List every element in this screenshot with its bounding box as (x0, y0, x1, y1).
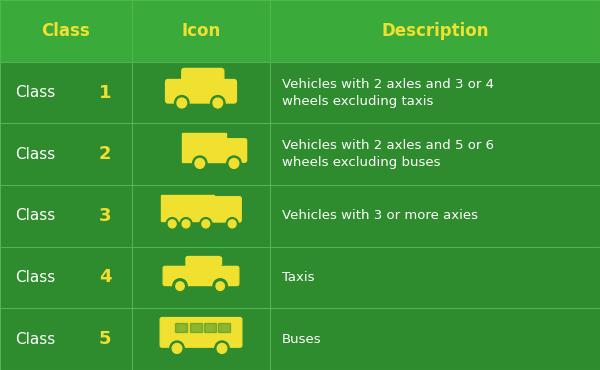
FancyBboxPatch shape (222, 139, 247, 162)
FancyBboxPatch shape (212, 197, 241, 222)
Circle shape (195, 158, 205, 168)
FancyBboxPatch shape (175, 323, 187, 332)
Circle shape (215, 341, 229, 356)
Text: 4: 4 (99, 269, 112, 286)
Text: Vehicles with 2 axles and 3 or 4
wheels excluding taxis: Vehicles with 2 axles and 3 or 4 wheels … (282, 77, 494, 108)
FancyBboxPatch shape (204, 323, 216, 332)
Text: Class: Class (15, 208, 55, 223)
Text: Class: Class (15, 332, 55, 347)
Circle shape (202, 220, 210, 228)
Text: Vehicles with 2 axles and 5 or 6
wheels excluding buses: Vehicles with 2 axles and 5 or 6 wheels … (282, 139, 494, 169)
Circle shape (213, 279, 227, 293)
Circle shape (168, 220, 176, 228)
Circle shape (166, 218, 178, 230)
Circle shape (175, 95, 189, 110)
Circle shape (217, 343, 227, 353)
FancyBboxPatch shape (0, 247, 600, 308)
Circle shape (226, 218, 238, 230)
Text: 5: 5 (99, 330, 112, 348)
FancyBboxPatch shape (0, 123, 600, 185)
FancyBboxPatch shape (0, 62, 600, 123)
FancyBboxPatch shape (163, 266, 239, 286)
Text: Buses: Buses (282, 333, 322, 346)
FancyBboxPatch shape (190, 323, 202, 332)
Text: Class: Class (15, 85, 55, 100)
Text: Class: Class (41, 22, 91, 40)
Circle shape (229, 158, 239, 168)
Circle shape (227, 156, 241, 171)
Circle shape (176, 282, 184, 290)
Text: Class: Class (15, 147, 55, 162)
Circle shape (200, 218, 212, 230)
FancyBboxPatch shape (209, 256, 221, 264)
FancyBboxPatch shape (161, 195, 214, 221)
Circle shape (213, 98, 223, 108)
Circle shape (177, 98, 187, 108)
FancyBboxPatch shape (166, 80, 236, 103)
FancyBboxPatch shape (0, 308, 600, 370)
Circle shape (211, 95, 225, 110)
Circle shape (216, 282, 224, 290)
Circle shape (182, 220, 190, 228)
Circle shape (170, 341, 184, 356)
FancyBboxPatch shape (186, 256, 221, 271)
Text: 2: 2 (99, 145, 112, 163)
FancyBboxPatch shape (160, 317, 242, 347)
Text: Class: Class (15, 270, 55, 285)
Circle shape (229, 220, 236, 228)
Circle shape (180, 218, 192, 230)
Circle shape (193, 156, 207, 171)
FancyBboxPatch shape (0, 185, 600, 247)
Text: Vehicles with 3 or more axies: Vehicles with 3 or more axies (282, 209, 478, 222)
Text: Icon: Icon (181, 22, 221, 40)
Text: Description: Description (381, 22, 489, 40)
FancyBboxPatch shape (182, 68, 224, 87)
Circle shape (173, 279, 187, 293)
Text: 3: 3 (99, 207, 112, 225)
FancyBboxPatch shape (218, 323, 230, 332)
Text: Taxis: Taxis (282, 271, 314, 284)
FancyBboxPatch shape (0, 0, 600, 62)
Text: 1: 1 (99, 84, 112, 101)
FancyBboxPatch shape (182, 133, 226, 162)
Circle shape (172, 343, 182, 353)
